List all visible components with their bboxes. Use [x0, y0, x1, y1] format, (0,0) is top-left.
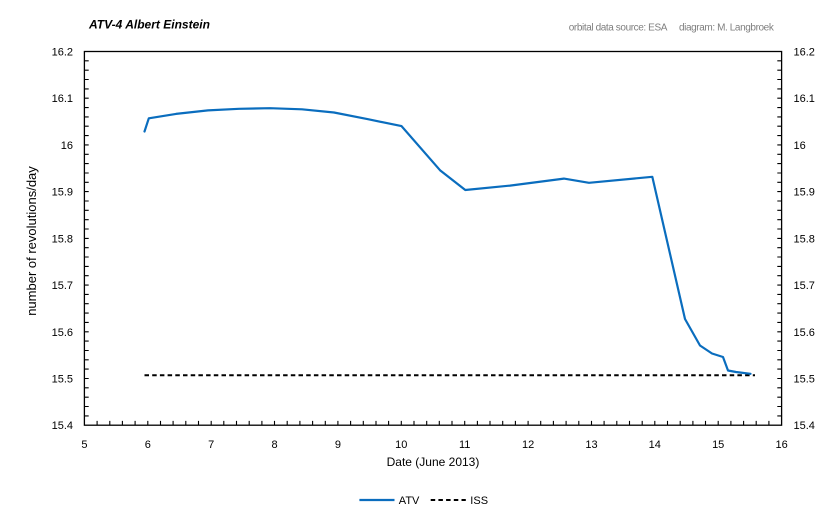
svg-text:15.4: 15.4 — [794, 420, 815, 432]
svg-text:Date (June 2013): Date (June 2013) — [387, 455, 480, 469]
svg-text:11: 11 — [459, 439, 470, 451]
svg-text:5: 5 — [81, 439, 87, 451]
svg-text:number of revolutions/day: number of revolutions/day — [24, 166, 39, 316]
svg-text:16.2: 16.2 — [52, 47, 73, 59]
svg-text:14: 14 — [649, 439, 661, 451]
svg-text:13: 13 — [585, 439, 597, 451]
svg-text:16: 16 — [775, 439, 787, 451]
svg-text:diagram: M. Langbroek: diagram: M. Langbroek — [679, 23, 775, 34]
svg-text:16.1: 16.1 — [52, 93, 73, 105]
svg-text:16.2: 16.2 — [794, 47, 815, 59]
svg-text:15.9: 15.9 — [52, 187, 73, 199]
svg-text:15.5: 15.5 — [794, 374, 815, 386]
svg-text:6: 6 — [145, 439, 151, 451]
svg-text:15.8: 15.8 — [52, 233, 73, 245]
svg-text:16: 16 — [61, 140, 73, 152]
svg-text:15.8: 15.8 — [794, 233, 815, 245]
svg-text:16: 16 — [794, 140, 806, 152]
svg-text:15.9: 15.9 — [794, 187, 815, 199]
svg-text:15.6: 15.6 — [794, 327, 815, 339]
svg-text:ATV: ATV — [399, 495, 420, 507]
svg-text:15.4: 15.4 — [52, 420, 73, 432]
svg-text:15.7: 15.7 — [52, 280, 73, 292]
svg-text:12: 12 — [522, 439, 534, 451]
svg-text:10: 10 — [395, 439, 407, 451]
svg-text:15: 15 — [712, 439, 724, 451]
svg-text:8: 8 — [271, 439, 277, 451]
svg-text:15.6: 15.6 — [52, 327, 73, 339]
svg-text:16.1: 16.1 — [794, 93, 815, 105]
svg-text:7: 7 — [208, 439, 214, 451]
svg-text:15.5: 15.5 — [52, 374, 73, 386]
svg-text:ATV-4 Albert Einstein: ATV-4 Albert Einstein — [88, 18, 210, 32]
svg-text:15.7: 15.7 — [794, 280, 815, 292]
svg-text:9: 9 — [335, 439, 341, 451]
svg-text:ISS: ISS — [470, 495, 488, 507]
svg-text:orbital data source: ESA: orbital data source: ESA — [569, 23, 668, 34]
